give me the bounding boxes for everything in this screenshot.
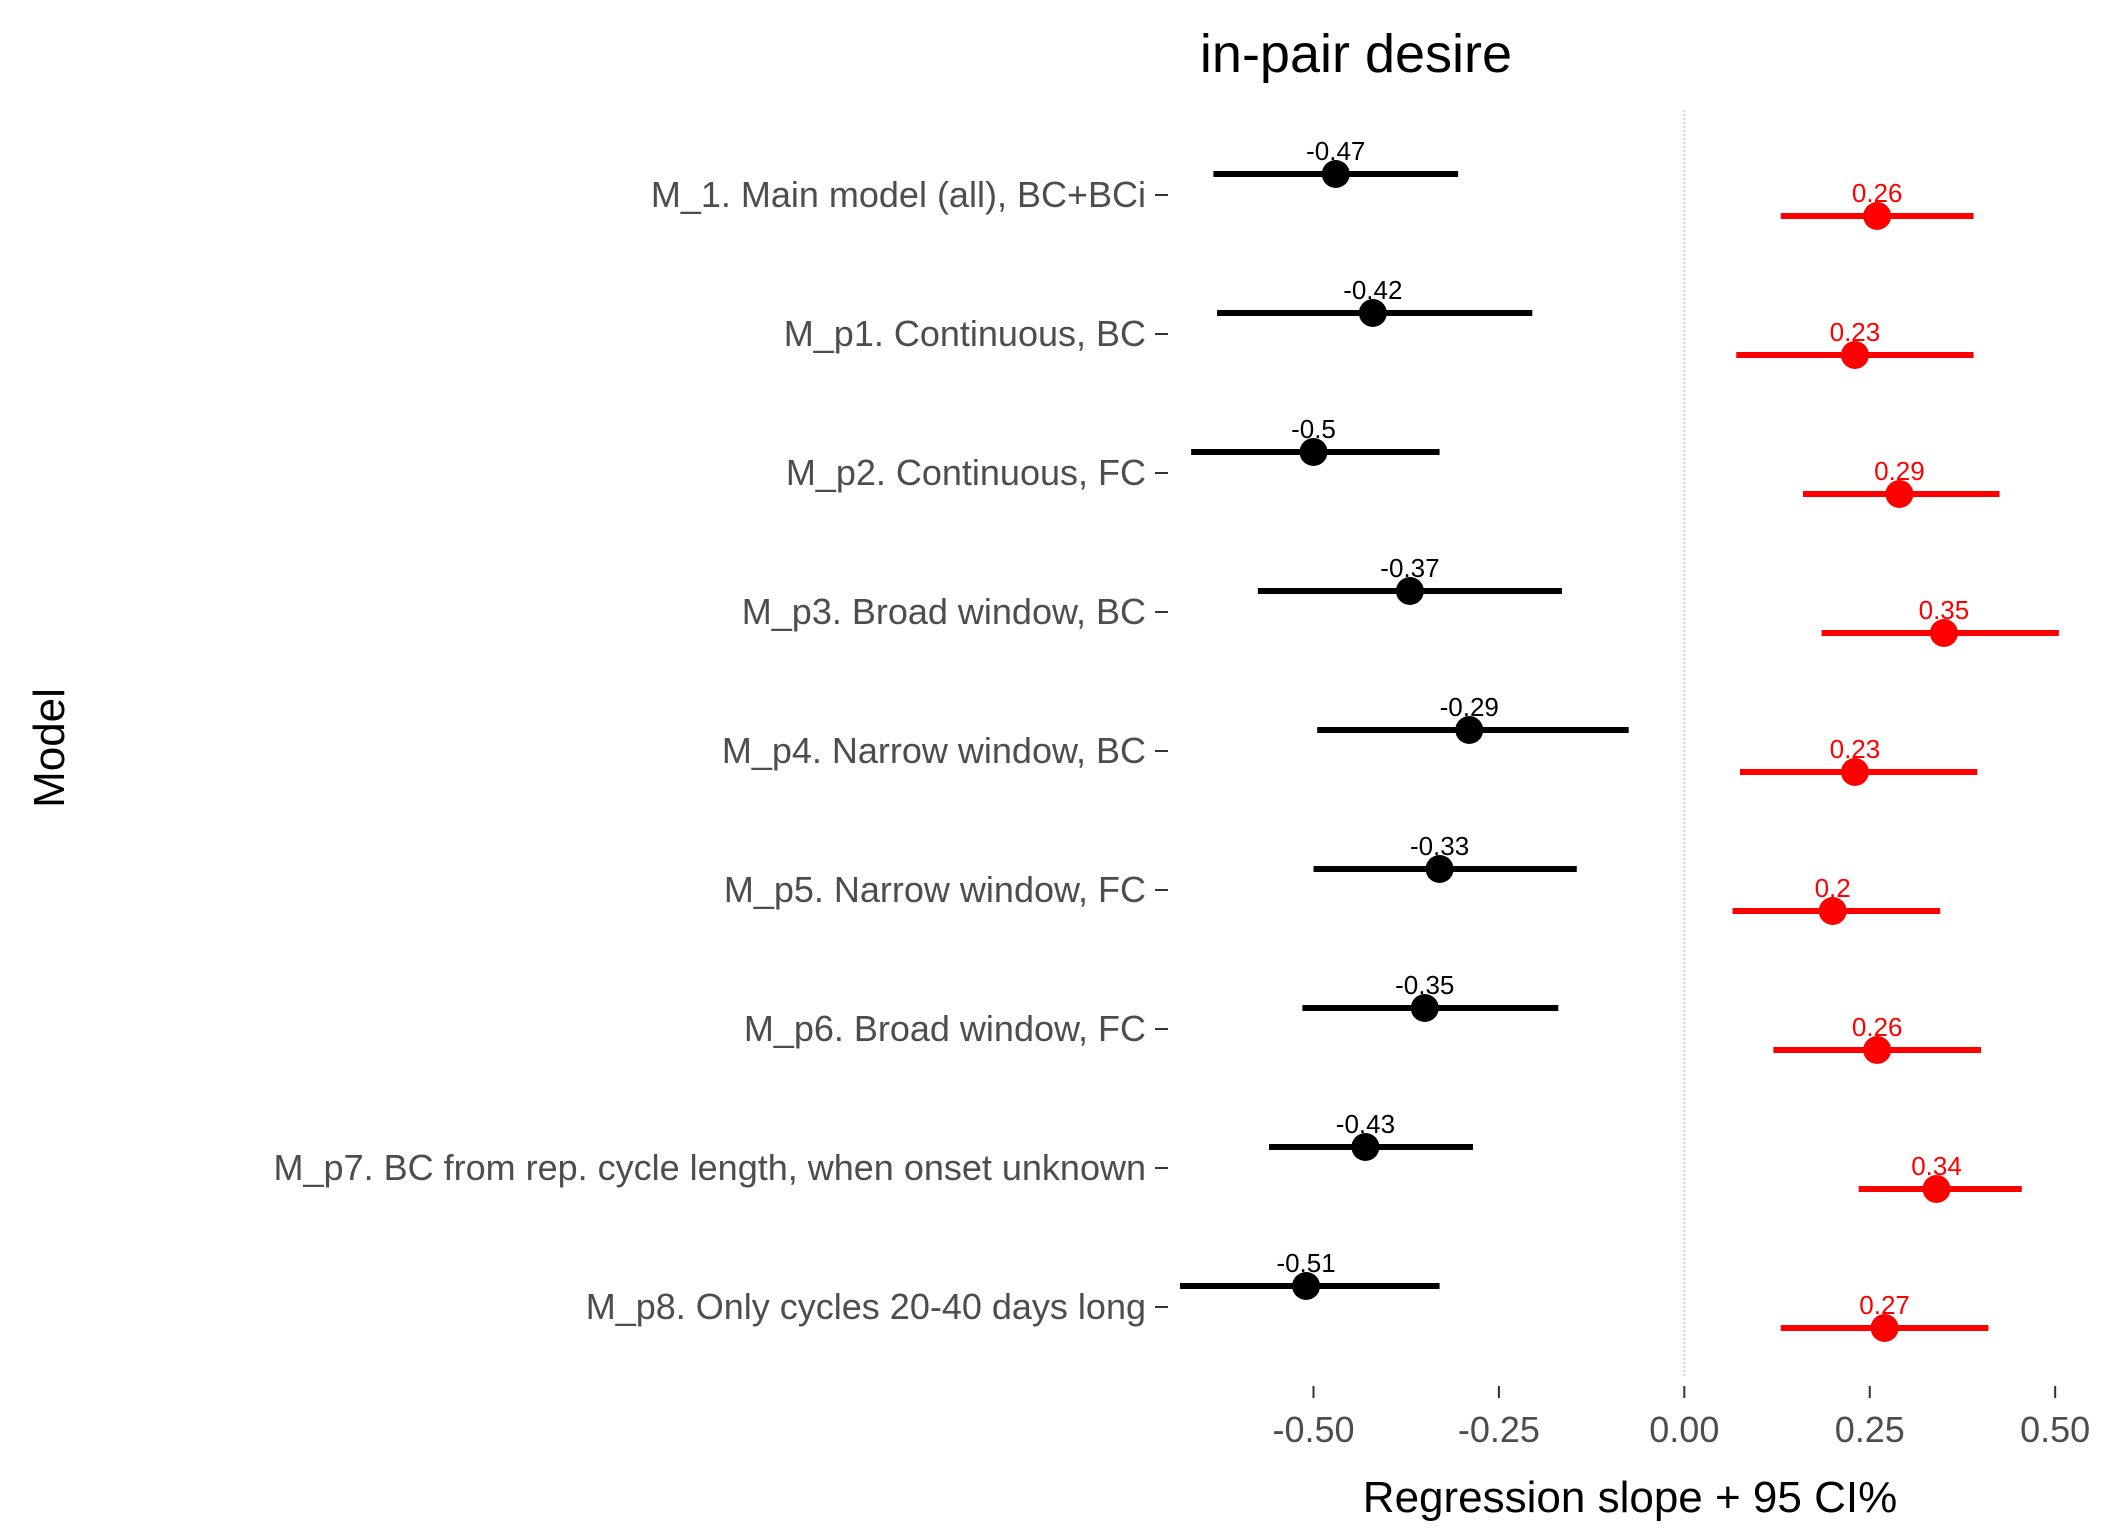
- point-estimate: [1929, 619, 1958, 647]
- data-label: -0.47: [1306, 136, 1365, 166]
- y-axis: M_1. Main model (all), BC+BCi M_p1. Conti…: [274, 174, 1168, 1327]
- data-label: -0.35: [1395, 970, 1454, 1000]
- y-tick-label: M_p2. Continuous, FC: [786, 452, 1146, 493]
- point-estimate: [1321, 160, 1350, 188]
- y-tick-label: M_p7. BC from rep. cycle length, when on…: [274, 1147, 1146, 1188]
- y-tick-label: M_p8. Only cycles 20-40 days long: [586, 1286, 1146, 1327]
- point-estimate: [1410, 994, 1439, 1022]
- y-tick-label: M_p5. Narrow window, FC: [724, 869, 1146, 910]
- point-estimate: [1922, 1175, 1951, 1203]
- series-0: -0.47 -0.42 -0.5 -0.37 -0.29 -0.33 -0.35 -0.43 -…: [1180, 136, 1629, 1300]
- point-estimate: [1395, 577, 1424, 605]
- data-label: -0.5: [1291, 414, 1336, 444]
- point-estimate: [1863, 1036, 1892, 1064]
- data-label: -0.29: [1440, 692, 1499, 722]
- x-tick-label: 0.50: [2020, 1409, 2090, 1450]
- x-tick-label: 0.00: [1649, 1409, 1719, 1450]
- point-estimate: [1863, 202, 1892, 230]
- y-tick-label: M_1. Main model (all), BC+BCi: [651, 174, 1146, 215]
- data-label: 0.34: [1911, 1151, 1962, 1181]
- x-axis-title: Regression slope + 95 CI%: [1363, 1473, 1897, 1522]
- y-tick-label: M_p6. Broad window, FC: [744, 1008, 1146, 1049]
- point-estimate: [1358, 299, 1387, 327]
- x-tick-label: -0.50: [1272, 1409, 1354, 1450]
- point-estimate: [1292, 1272, 1321, 1300]
- y-tick-label: M_p4. Narrow window, BC: [722, 730, 1146, 771]
- data-label: -0.43: [1336, 1109, 1395, 1139]
- data-label: 0.2: [1815, 873, 1851, 903]
- data-label: 0.29: [1874, 456, 1925, 486]
- point-estimate: [1299, 438, 1328, 466]
- data-label: -0.37: [1380, 553, 1439, 583]
- data-label: 0.23: [1830, 317, 1881, 347]
- y-tick-label: M_p1. Continuous, BC: [784, 313, 1146, 354]
- x-axis: -0.50 -0.25 0.00 0.25 0.50: [1272, 1386, 2090, 1450]
- data-label: -0.51: [1276, 1248, 1335, 1278]
- point-estimate: [1455, 716, 1484, 744]
- point-estimate: [1840, 758, 1869, 786]
- data-label: 0.26: [1852, 1012, 1903, 1042]
- x-tick-label: -0.25: [1458, 1409, 1540, 1450]
- point-estimate: [1425, 855, 1454, 883]
- data-label: 0.27: [1859, 1290, 1910, 1320]
- y-axis-title: Model: [25, 688, 74, 808]
- data-label: 0.35: [1919, 595, 1970, 625]
- point-estimate: [1885, 480, 1914, 508]
- point-estimate: [1870, 1314, 1899, 1342]
- series-1: 0.26 0.23 0.29 0.35 0.23 0.2 0.26 0.34 0.27: [1732, 178, 2059, 1342]
- point-estimate: [1351, 1133, 1380, 1161]
- point-estimate: [1818, 897, 1847, 925]
- data-label: 0.26: [1852, 178, 1903, 208]
- x-tick-label: 0.25: [1835, 1409, 1905, 1450]
- data-label: -0.33: [1410, 831, 1469, 861]
- data-label: 0.23: [1830, 734, 1881, 764]
- plot-area: -0.47 -0.42 -0.5 -0.37 -0.29 -0.33 -0.35 -0.43 -…: [1180, 136, 2059, 1342]
- chart-title: in-pair desire: [1200, 24, 1512, 84]
- y-tick-label: M_p3. Broad window, BC: [742, 591, 1146, 632]
- point-estimate: [1840, 341, 1869, 369]
- data-label: -0.42: [1343, 275, 1402, 305]
